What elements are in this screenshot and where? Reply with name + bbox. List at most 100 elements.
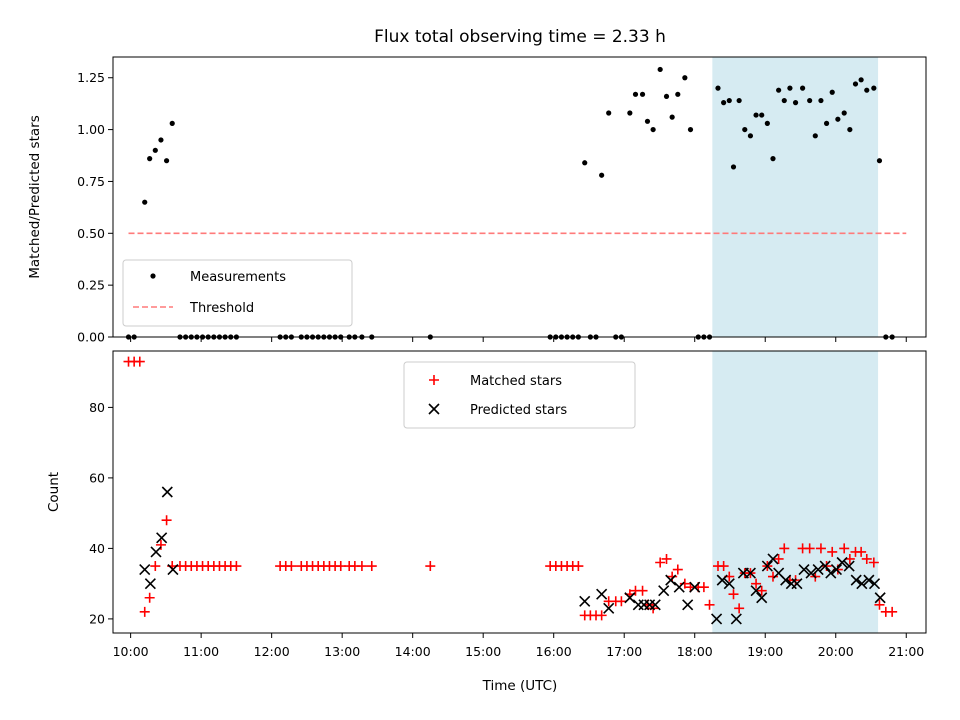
measurement-point	[582, 160, 588, 166]
matched-star-point	[718, 561, 729, 572]
measurement-point	[823, 120, 830, 126]
legend-matched-label: Matched stars	[470, 374, 562, 389]
matched-star-point	[698, 582, 709, 593]
matched-star-point	[161, 515, 172, 526]
matched-star-point	[756, 585, 767, 596]
top-x-axis	[130, 337, 907, 342]
measurement-point	[858, 77, 864, 83]
predicted-star-point	[780, 574, 792, 586]
top-y-tick-label: 0.00	[77, 330, 105, 345]
matched-star-point	[231, 561, 242, 572]
measurement-point	[787, 85, 793, 91]
measurement-point	[169, 120, 175, 126]
matched-star-point	[839, 543, 850, 554]
predicted-star-point	[150, 546, 162, 558]
bottom-x-tick-label: 14:00	[395, 644, 431, 659]
measurement-point	[864, 87, 870, 93]
bottom-y-tick-label: 40	[89, 541, 105, 556]
matched-star-point	[637, 585, 648, 596]
predicted-star-point	[673, 581, 685, 593]
matched-star-point	[779, 543, 790, 554]
measurement-point	[753, 112, 759, 118]
bottom-legend-box	[403, 361, 636, 429]
matched-star-point	[827, 546, 838, 557]
matched-star-point	[767, 571, 778, 582]
measurement-point	[663, 93, 670, 100]
predicted-star-point	[744, 567, 756, 579]
matched-star-point	[150, 561, 161, 572]
predicted-star-point	[156, 532, 168, 544]
measurement-point	[742, 126, 748, 133]
measurement-point	[152, 147, 158, 153]
bottom-x-tick-label: 15:00	[465, 644, 501, 659]
measurement-point	[142, 199, 148, 205]
top-y-axis-label: Matched/Predicted stars	[27, 115, 43, 278]
measurement-point	[644, 118, 651, 124]
measurement-point	[807, 97, 813, 104]
predicted-star-point	[819, 560, 831, 572]
matched-star-point	[134, 356, 145, 367]
measurement-point	[599, 172, 605, 178]
matched-star-point	[734, 603, 745, 614]
matched-star-point	[861, 553, 872, 564]
measurement-point	[675, 91, 681, 97]
measurement-point	[812, 133, 818, 139]
predicted-star-point	[144, 578, 156, 590]
matched-star-point	[804, 543, 815, 554]
bottom-y-axis: 20 40 60 80	[89, 400, 113, 626]
bottom-x-axis: 10:00 11:00 12:00 13:00 14:00 15:00 16:00 17:00…	[113, 633, 924, 659]
measurement-point	[818, 97, 824, 104]
bottom-highlight-span	[712, 351, 879, 633]
predicted-star-point	[161, 486, 173, 498]
matched-star-point	[868, 557, 879, 568]
matched-stars-points	[123, 356, 898, 621]
bottom-x-tick-label: 19:00	[747, 644, 783, 659]
matched-star-point	[596, 610, 607, 621]
predicted-star-point	[716, 574, 728, 586]
matched-star-point	[856, 546, 867, 557]
predicted-star-point	[761, 560, 773, 572]
bottom-y-tick-label: 60	[89, 470, 105, 485]
bottom-x-tick-label: 11:00	[183, 644, 219, 659]
bottom-x-tick-label: 13:00	[324, 644, 360, 659]
measurement-point	[650, 126, 656, 133]
measurement-point	[147, 156, 153, 162]
measurement-point	[792, 100, 799, 106]
matched-star-point	[425, 561, 436, 572]
measurement-point	[829, 89, 835, 95]
matched-star-point	[286, 561, 297, 572]
predicted-star-point	[798, 563, 810, 576]
matched-star-point	[751, 578, 762, 589]
matched-star-point	[356, 561, 367, 572]
measurement-point	[776, 87, 782, 93]
predicted-star-point	[649, 599, 661, 611]
measurement-point	[682, 75, 688, 81]
measurement-point	[764, 120, 770, 126]
top-legend-box	[122, 259, 353, 327]
measurement-point	[876, 158, 883, 164]
legend-measurements-marker	[150, 273, 156, 279]
measurement-point	[606, 110, 612, 116]
bottom-x-tick-label: 18:00	[677, 644, 713, 659]
predicted-star-point	[805, 567, 817, 579]
measurement-point	[852, 81, 859, 87]
matched-star-point	[144, 592, 155, 603]
bottom-x-tick-label: 10:00	[113, 644, 149, 659]
top-y-tick-label: 1.25	[77, 70, 105, 85]
measurement-point	[781, 97, 787, 104]
matched-star-point	[704, 599, 715, 610]
measurement-point	[158, 137, 164, 143]
measurement-point	[669, 114, 675, 120]
predicted-star-point	[665, 574, 677, 586]
measurement-point	[871, 85, 877, 91]
bottom-x-tick-label: 12:00	[254, 644, 290, 659]
measurement-points	[125, 66, 895, 340]
predicted-star-point	[579, 595, 591, 607]
predicted-star-point	[624, 592, 636, 604]
predicted-star-point	[791, 578, 803, 590]
predicted-star-point	[830, 563, 843, 576]
matched-star-point	[616, 596, 627, 607]
top-legend: Measurements Threshold	[122, 259, 353, 327]
predicted-star-point	[874, 592, 886, 604]
